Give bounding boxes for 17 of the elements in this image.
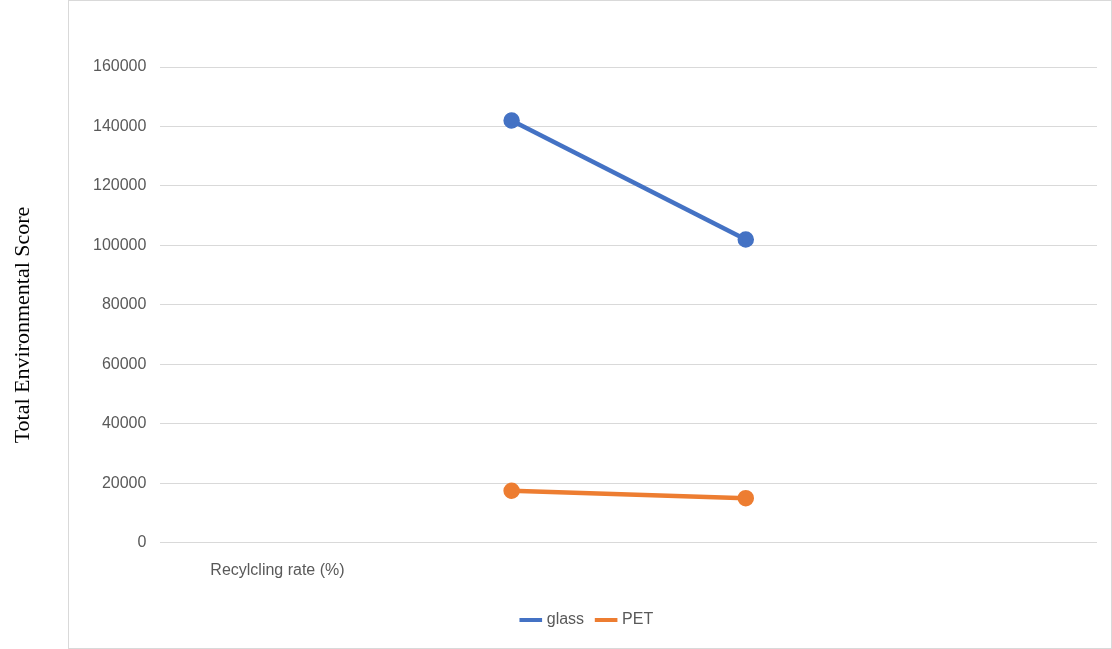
point xyxy=(503,482,520,500)
y-tick-label: 160000 xyxy=(93,57,147,75)
y-tick-label: 140000 xyxy=(93,116,147,134)
y-axis-title: Total Environmental Score xyxy=(9,206,35,444)
y-tick-label: 40000 xyxy=(101,414,147,432)
x-tick-label: Recylcling rate (%) xyxy=(210,560,345,578)
legend-label: PET xyxy=(622,610,654,628)
point xyxy=(503,112,520,129)
y-tick-label: 120000 xyxy=(93,176,147,194)
point xyxy=(737,231,755,248)
y-tick-label: 100000 xyxy=(93,235,147,253)
y-tick-label: 60000 xyxy=(101,354,147,372)
y-tick-label: 0 xyxy=(137,533,147,551)
y-tick-label: 20000 xyxy=(101,473,147,491)
point xyxy=(737,489,755,507)
legend-label: glass xyxy=(546,610,585,628)
y-tick-label: 80000 xyxy=(101,295,147,313)
